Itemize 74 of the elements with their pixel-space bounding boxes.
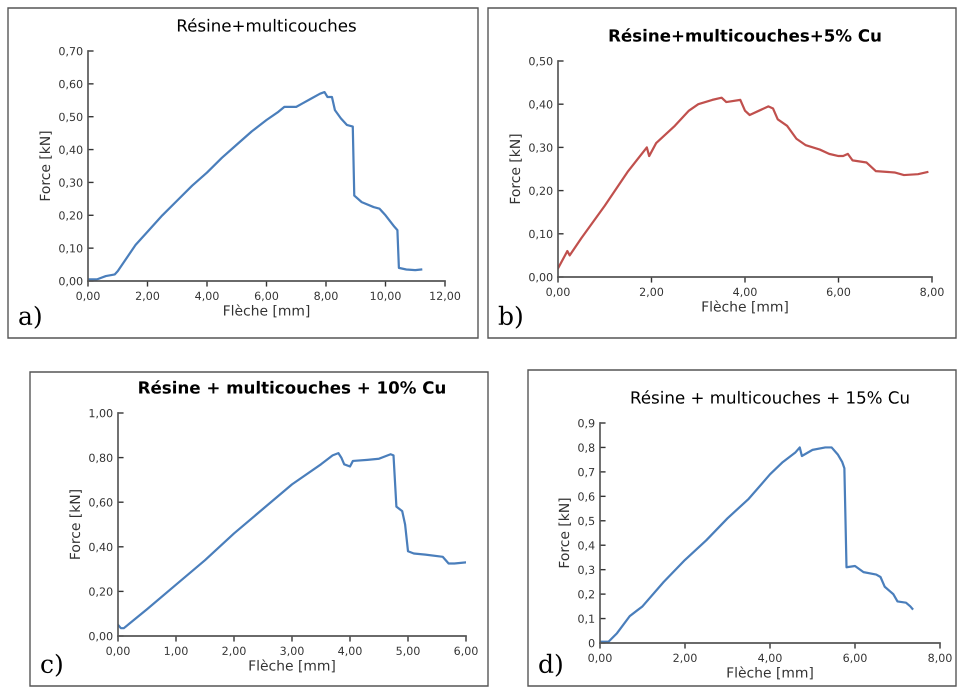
line-series [600, 446, 914, 643]
y-tick-label: 0,30 [59, 178, 82, 188]
text: b) [498, 306, 522, 329]
y-tick-label: 0,1 [578, 614, 594, 624]
x-tick-label: 6,00 [454, 646, 478, 656]
x-tick-label: 0,00 [546, 288, 570, 298]
y-axis-title: Force [kN] [39, 132, 52, 200]
y-tick-label: 0,9 [578, 418, 594, 429]
x-tick-label: 0,00 [106, 646, 130, 656]
x-tick-label: 8,00 [920, 288, 944, 298]
x-tick-label: 4,00 [758, 654, 782, 664]
y-tick-label: 0,6 [578, 492, 594, 502]
y-tick-label: 0,30 [529, 143, 552, 153]
x-tick-label: 2,00 [222, 646, 246, 656]
y-tick-label: 0,2 [578, 590, 594, 600]
y-tick-label: 0,20 [59, 211, 82, 221]
x-tick-label: 0,00 [76, 292, 100, 302]
y-tick-label: 0,70 [59, 46, 82, 57]
x-tick-label: 6,00 [254, 292, 278, 302]
x-tick-label: 8,00 [928, 654, 952, 664]
y-tick-label: 0,80 [89, 454, 112, 464]
chart-title: Résine + multicouches + 10% Cu [139, 380, 445, 394]
y-tick-label: 0,50 [59, 112, 82, 122]
x-tick-label: 1,00 [164, 646, 188, 656]
x-tick-label: 12,00 [430, 292, 460, 302]
y-tick-label: 0,60 [89, 498, 112, 508]
x-tick-label: 4,00 [733, 288, 757, 298]
y-tick-label: 0,00 [89, 632, 112, 642]
chart-title: Résine+multicouches+5% Cu [610, 28, 881, 42]
y-tick-label: 0,5 [578, 516, 594, 526]
y-tick-label: 0,50 [529, 56, 552, 67]
x-tick-label: 0,00 [588, 654, 612, 664]
x-tick-label: 4,00 [338, 646, 362, 656]
line-series [118, 452, 466, 630]
y-axis-title: Force [kN] [69, 490, 82, 559]
text: a) [19, 306, 41, 329]
y-tick-label: 0,40 [89, 542, 112, 552]
x-tick-label: 2,00 [673, 654, 697, 664]
y-tick-label: 0,20 [89, 587, 112, 597]
y-tick-label: 0,4 [578, 541, 595, 551]
y-axis-title: Force [kN] [509, 134, 522, 204]
x-tick-label: 10,00 [370, 292, 401, 302]
x-tick-label: 4,00 [195, 292, 219, 302]
line-series [88, 90, 422, 280]
y-axis-title: Force [kN] [558, 498, 571, 568]
y-tick-label: 0,8 [578, 443, 594, 453]
x-axis-title: Flèche [mm] [702, 300, 788, 314]
x-tick-label: 6,00 [826, 288, 850, 298]
x-tick-label: 5,00 [396, 646, 420, 656]
x-axis-title: Flèche [mm] [224, 304, 310, 318]
text: c) [41, 654, 62, 677]
y-tick-label: 0 [588, 638, 594, 648]
y-tick-label: 0,40 [529, 100, 552, 110]
x-axis-title: Flèche [mm] [728, 666, 813, 680]
x-axis-title: Flèche [mm] [250, 659, 335, 672]
chart-title: Résine + multicouches + 15% Cu [632, 390, 909, 404]
x-tick-label: 2,00 [640, 288, 664, 298]
y-tick-label: 0,60 [59, 80, 82, 90]
y-tick-label: 0,20 [529, 186, 552, 196]
y-tick-label: 0,3 [578, 566, 594, 576]
x-tick-label: 2,00 [136, 292, 160, 302]
line-series [558, 96, 928, 270]
text: d) [539, 654, 562, 677]
y-tick-label: 0,00 [59, 276, 82, 287]
y-tick-label: 0,10 [529, 230, 552, 240]
y-tick-label: 0,00 [529, 272, 552, 283]
y-tick-label: 0,7 [578, 468, 594, 478]
y-tick-label: 1,00 [90, 408, 112, 419]
y-tick-label: 0,10 [59, 244, 82, 254]
y-tick-label: 0,40 [59, 146, 82, 156]
x-tick-label: 8,00 [314, 292, 338, 302]
x-tick-label: 3,00 [280, 646, 304, 656]
chart-title: Résine+multicouches [178, 18, 356, 32]
x-tick-label: 6,00 [843, 654, 867, 664]
